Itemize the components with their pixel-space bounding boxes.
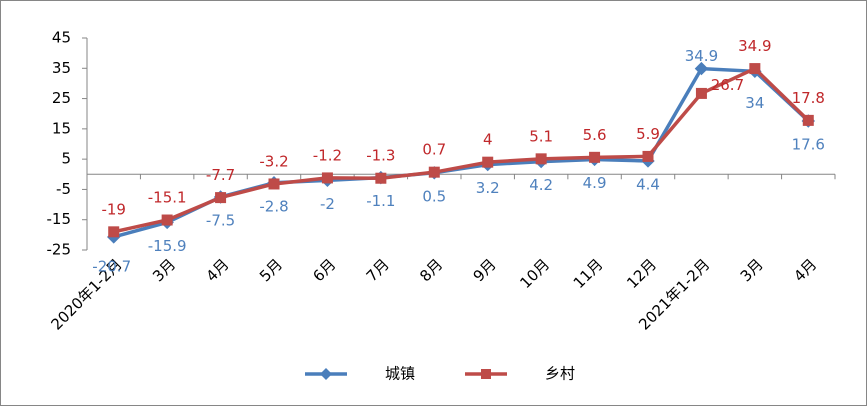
marker <box>161 214 173 226</box>
marker <box>749 63 761 75</box>
marker <box>802 114 814 126</box>
marker <box>321 172 333 184</box>
y-tick-label: 15 <box>52 119 71 137</box>
data-label: -7.5 <box>206 212 235 230</box>
y-tick-label: 25 <box>52 89 71 107</box>
data-label: 5.6 <box>583 126 607 144</box>
y-tick-label: 45 <box>52 29 71 47</box>
y-tick-label: -15 <box>47 210 72 228</box>
marker <box>694 61 709 76</box>
data-label: 17.8 <box>792 89 825 107</box>
data-label: -1.3 <box>366 147 395 165</box>
marker <box>482 156 494 168</box>
legend-label: 乡村 <box>545 365 575 383</box>
marker <box>535 153 547 165</box>
data-label: -19 <box>101 200 126 218</box>
data-label: 4.2 <box>529 176 553 194</box>
data-label: 34.9 <box>738 37 771 55</box>
series-line <box>113 66 810 234</box>
data-label: -15.9 <box>148 237 187 255</box>
marker <box>695 87 707 99</box>
data-label: 34.9 <box>685 47 718 65</box>
y-tick-label: 5 <box>61 150 71 168</box>
series-1 <box>108 63 814 238</box>
legend-label: 城镇 <box>385 365 415 383</box>
legend-marker <box>481 369 491 379</box>
data-label: -2.8 <box>259 197 288 215</box>
data-label: 4.4 <box>636 175 660 193</box>
data-label: -2 <box>320 195 335 213</box>
marker <box>642 150 654 162</box>
data-label: -1.1 <box>366 192 395 210</box>
data-label: 17.6 <box>792 135 825 153</box>
data-label: 26.7 <box>711 76 744 94</box>
data-label: -15.1 <box>148 189 187 207</box>
marker <box>108 226 120 238</box>
data-label: 0.5 <box>422 187 446 205</box>
data-label: 4.9 <box>583 174 607 192</box>
data-label: 5.1 <box>529 127 553 145</box>
data-label: -1.2 <box>313 146 342 164</box>
data-label: 3.2 <box>476 179 500 197</box>
y-tick-label: -5 <box>56 180 71 198</box>
data-label: -7.7 <box>206 166 235 184</box>
data-label: 34 <box>745 94 764 112</box>
marker <box>428 166 440 178</box>
data-label: 5.9 <box>636 125 660 143</box>
data-label: 0.7 <box>422 141 446 159</box>
marker <box>375 172 387 184</box>
data-label: 4 <box>483 131 493 149</box>
y-tick-label: -25 <box>47 241 72 259</box>
data-label: -3.2 <box>259 152 288 170</box>
marker <box>268 178 280 190</box>
y-tick-label: 35 <box>52 59 71 77</box>
data-label: -20.7 <box>92 257 131 275</box>
marker <box>589 151 601 163</box>
marker <box>215 192 227 204</box>
legend-marker <box>320 368 332 380</box>
